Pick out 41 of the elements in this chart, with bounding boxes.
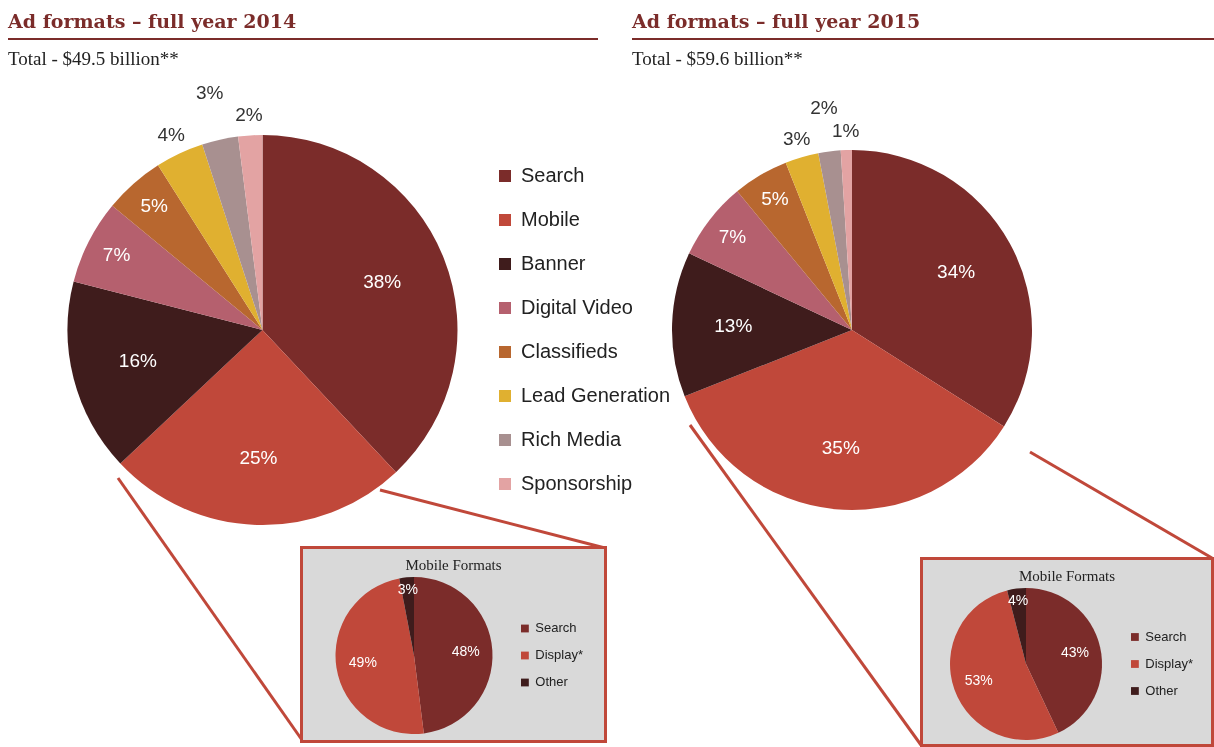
data-label: 16% — [118, 350, 157, 372]
legend-label: Other — [535, 674, 569, 690]
data-label: 4% — [157, 124, 185, 146]
legend-label: Digital Video — [521, 295, 633, 318]
legend-label: Rich Media — [521, 427, 622, 450]
data-label: 5% — [761, 188, 789, 210]
data-label: 49% — [348, 654, 377, 671]
chart-title: Mobile Formats — [404, 557, 503, 574]
legend-label: Mobile — [521, 207, 580, 230]
data-label: 3% — [783, 128, 811, 150]
data-label: 7% — [102, 243, 131, 265]
data-label: 25% — [239, 446, 278, 468]
data-label: 48% — [451, 643, 480, 660]
legend-label: Display* — [1145, 655, 1193, 671]
data-label: 5% — [140, 195, 169, 217]
data-label: 38% — [363, 270, 402, 292]
data-label: 53% — [964, 671, 993, 688]
chart-title: Ad formats – full year 2014 — [8, 10, 598, 40]
data-label: 4% — [1007, 591, 1029, 608]
data-label: 35% — [821, 436, 860, 458]
legend-label: Sponsorship — [521, 471, 633, 494]
legend-label: Search — [1145, 628, 1187, 644]
legend-label: Display* — [535, 647, 583, 663]
legend-label: Other — [1145, 682, 1179, 698]
legend-label: Search — [521, 163, 585, 186]
chart-title: Ad formats – full year 2015 — [632, 10, 1214, 40]
data-label: 2% — [235, 104, 263, 126]
chart-subtitle: Total - $49.5 billion** — [8, 48, 180, 70]
data-label: 43% — [1060, 643, 1089, 660]
legend-label: Search — [535, 620, 577, 636]
data-label: 13% — [714, 314, 753, 336]
data-label: 34% — [937, 261, 976, 282]
data-label: 2% — [810, 96, 838, 118]
chart-subtitle: Total - $59.6 billion** — [632, 48, 804, 70]
legend-label: Lead Generation — [521, 383, 671, 406]
legend-label: Classifieds — [521, 339, 618, 362]
legend-label: Banner — [521, 251, 586, 274]
data-label: 3% — [196, 82, 224, 104]
data-label: 1% — [832, 120, 860, 142]
chart-title: Mobile Formats — [1017, 568, 1117, 585]
data-label: 7% — [718, 225, 747, 247]
